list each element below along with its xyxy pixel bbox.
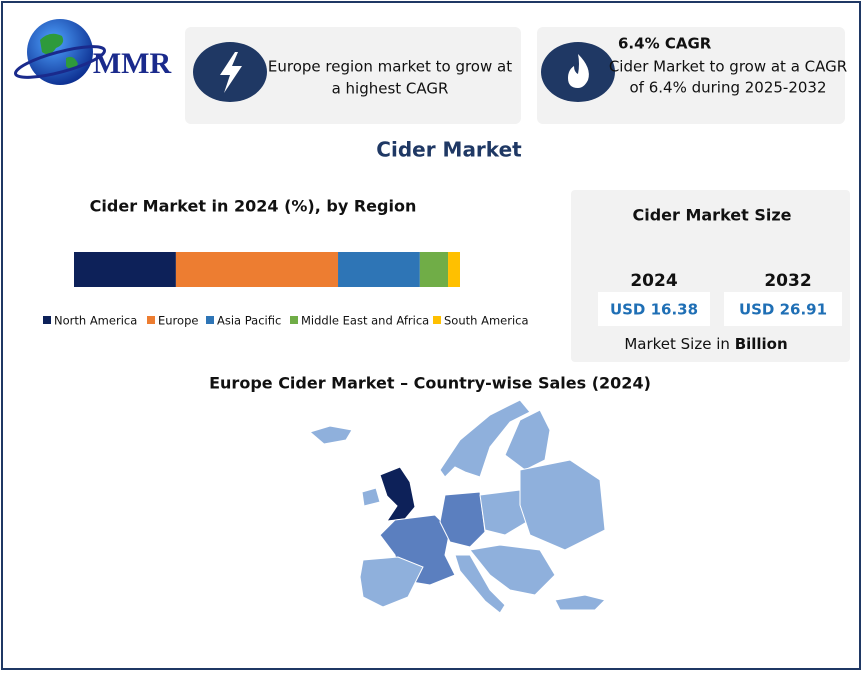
bolt-icon — [220, 52, 242, 93]
note-unit: Billion — [735, 335, 788, 353]
globe-land — [40, 33, 78, 70]
card-text: Europe region market to grow at — [268, 58, 512, 76]
card-heading: 6.4% CAGR — [618, 35, 712, 53]
poland — [479, 489, 531, 536]
card — [185, 27, 521, 124]
logo-text: MMR — [93, 47, 172, 80]
ireland — [361, 487, 381, 507]
size-note: Market Size in Billion — [624, 335, 787, 353]
card-text: of 6.4% during 2025-2032 — [629, 79, 826, 97]
balkans — [469, 544, 556, 596]
iberia — [359, 556, 424, 608]
flame-icon — [568, 54, 589, 88]
scandinavia — [439, 399, 531, 478]
europe-map — [308, 399, 606, 614]
chart-title: Cider Market in 2024 (%), by Region — [90, 197, 417, 216]
logo: MMR — [13, 19, 172, 85]
card-text: a highest CAGR — [332, 80, 449, 98]
germany — [439, 491, 486, 548]
legend-swatch — [43, 316, 51, 324]
legend-label: Asia Pacific — [217, 314, 281, 328]
card-text: Cider Market to grow at a CAGR — [609, 58, 847, 76]
page-title: Cider Market — [376, 138, 522, 162]
east-europe — [519, 459, 606, 551]
legend-label: Middle East and Africa — [301, 314, 429, 328]
bar-segment — [419, 252, 449, 287]
icon-circle — [541, 42, 615, 102]
legend-label: South America — [444, 314, 529, 328]
bar-segment — [448, 252, 460, 287]
size-value: USD 26.91 — [739, 301, 827, 319]
size-title: Cider Market Size — [632, 206, 791, 225]
bar-segment — [338, 252, 420, 287]
year: 2032 — [764, 271, 811, 291]
card — [537, 27, 845, 124]
iceland — [308, 425, 353, 445]
turkey — [554, 594, 606, 611]
value-box — [598, 292, 710, 326]
bar-segment — [175, 252, 339, 287]
bar-segment — [74, 252, 176, 287]
legend-label: Europe — [158, 314, 198, 328]
legend-swatch — [147, 316, 155, 324]
size-value: USD 16.38 — [610, 301, 698, 319]
orbit — [13, 45, 107, 79]
legend-swatch — [206, 316, 214, 324]
legend-label: North America — [54, 314, 137, 328]
map-title: Europe Cider Market – Country-wise Sales… — [209, 374, 651, 393]
note-text: Market Size in — [624, 335, 730, 353]
value-box — [724, 292, 842, 326]
note-box — [610, 330, 822, 360]
legend-swatch — [290, 316, 298, 324]
year: 2024 — [630, 271, 677, 291]
chart: North America Europe Asia Pacific Middle Ea… — [43, 252, 529, 328]
legend-swatch — [433, 316, 441, 324]
italy — [454, 554, 506, 614]
